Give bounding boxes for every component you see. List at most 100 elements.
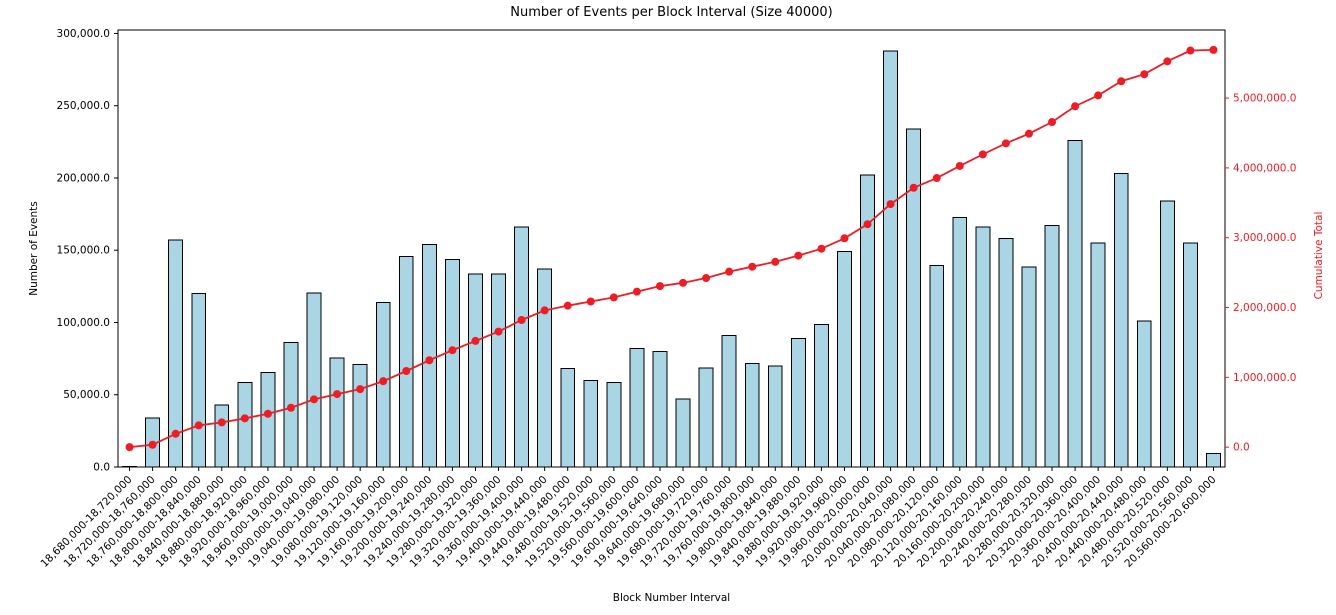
x-axis-title: Block Number Interval xyxy=(612,592,731,604)
chart-title: Number of Events per Block Interval (Siz… xyxy=(510,5,833,20)
data-point xyxy=(1001,139,1010,148)
right-tick-label: 2,000,000.0 xyxy=(1233,302,1296,314)
left-tick-label: 250,000.0 xyxy=(57,100,110,112)
bar xyxy=(606,381,622,468)
bar xyxy=(1182,242,1198,468)
bar xyxy=(260,371,276,468)
data-point xyxy=(356,385,365,394)
bar xyxy=(352,363,368,468)
bar xyxy=(790,337,806,468)
bar xyxy=(1113,173,1129,468)
data-point xyxy=(586,297,595,306)
right-tick-label: 5,000,000.0 xyxy=(1233,93,1296,105)
data-point xyxy=(1163,57,1172,66)
bar xyxy=(952,217,968,468)
bar xyxy=(421,243,437,468)
bar xyxy=(837,251,852,468)
bar xyxy=(721,335,737,468)
bar xyxy=(929,264,945,468)
bar xyxy=(398,256,414,468)
plot-border xyxy=(117,29,1226,468)
data-point xyxy=(1140,70,1149,79)
bar xyxy=(1206,452,1221,468)
bar xyxy=(1159,200,1175,468)
data-point xyxy=(978,150,987,159)
data-point xyxy=(1048,118,1057,127)
bar xyxy=(652,350,668,468)
data-point xyxy=(1209,45,1218,54)
data-point xyxy=(1186,46,1195,55)
left-tick-label: 300,000.0 xyxy=(57,28,110,40)
right-tick-label: 0.0 xyxy=(1233,442,1250,454)
left-tick-label: 50,000.0 xyxy=(63,389,110,401)
bar xyxy=(306,292,322,468)
y-axis-title-left: Number of Events xyxy=(28,201,40,296)
right-tick-label: 3,000,000.0 xyxy=(1233,232,1296,244)
right-tick-label: 1,000,000.0 xyxy=(1233,372,1296,384)
data-point xyxy=(1094,91,1103,100)
bar xyxy=(491,273,506,468)
data-point xyxy=(310,395,319,404)
data-point xyxy=(540,306,549,315)
data-point xyxy=(194,421,203,430)
data-point xyxy=(817,244,826,253)
bar xyxy=(514,226,530,468)
cumulative-line xyxy=(129,48,1214,449)
bar xyxy=(975,226,991,468)
data-point xyxy=(632,287,641,296)
data-point xyxy=(955,161,964,170)
y-axis-title-right: Cumulative Total xyxy=(1313,212,1325,300)
bar xyxy=(560,368,576,468)
data-point xyxy=(333,390,342,399)
data-point xyxy=(794,251,803,260)
data-point xyxy=(263,409,272,418)
data-point xyxy=(863,220,872,229)
data-point xyxy=(517,316,526,324)
bar xyxy=(629,348,645,468)
data-point xyxy=(725,267,734,276)
data-point xyxy=(217,418,226,427)
data-point xyxy=(240,414,249,423)
data-point xyxy=(1117,77,1126,86)
data-point xyxy=(679,278,688,287)
bar xyxy=(675,398,691,468)
data-point xyxy=(448,346,457,355)
left-tick-label: 100,000.0 xyxy=(57,317,110,329)
data-point xyxy=(379,377,388,386)
bar xyxy=(468,273,483,468)
data-point xyxy=(771,257,780,266)
data-point xyxy=(1024,129,1033,138)
bar xyxy=(1044,225,1060,468)
bar xyxy=(329,357,345,468)
data-point xyxy=(148,440,157,449)
left-tick-label: 200,000.0 xyxy=(57,172,110,184)
data-point xyxy=(909,183,918,192)
data-point xyxy=(471,336,480,345)
bar xyxy=(444,259,460,468)
bar xyxy=(698,367,714,468)
data-point xyxy=(402,367,411,375)
data-point xyxy=(609,293,618,302)
bar xyxy=(583,379,599,468)
bar xyxy=(813,324,829,468)
data-point xyxy=(425,356,434,365)
data-point xyxy=(886,200,895,209)
bar xyxy=(1021,266,1037,468)
data-point xyxy=(494,327,503,336)
data-point xyxy=(932,174,941,183)
data-point xyxy=(1071,102,1080,111)
data-point xyxy=(655,282,664,291)
bar xyxy=(1136,320,1152,468)
bar xyxy=(1067,139,1083,468)
left-tick-label: 150,000.0 xyxy=(57,245,110,257)
bar xyxy=(744,363,760,468)
bar xyxy=(214,404,230,468)
bar xyxy=(767,365,783,468)
data-point xyxy=(702,274,711,283)
bar xyxy=(537,268,553,468)
left-tick-label: 0.0 xyxy=(93,462,110,474)
data-point xyxy=(286,403,295,412)
bar xyxy=(883,50,899,468)
